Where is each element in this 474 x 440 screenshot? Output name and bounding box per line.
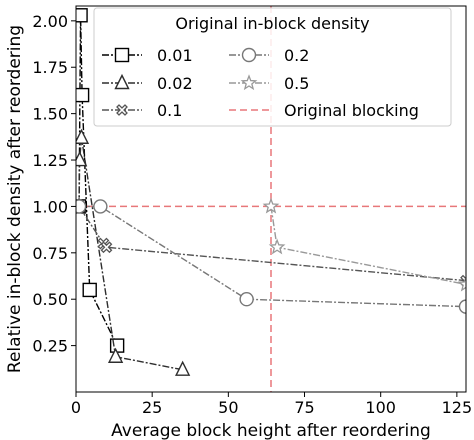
x-marker-shape [100,241,113,254]
triangle-marker [76,128,90,144]
triangle-marker [175,360,191,376]
x-tick-label: 0 [71,398,81,417]
square-marker [114,47,130,63]
star-marker [268,238,286,255]
series-line [78,137,183,371]
circle-marker [76,199,87,214]
legend-item-series: 0.01 [102,46,193,65]
legend-item-series: 0.02 [102,73,193,93]
x-tick-label: 25 [142,398,162,417]
series-line [270,206,466,286]
legend-label: Original blocking [284,101,419,120]
x-axis-ticks: 0 25 50 75 100 125 [71,392,472,417]
square-marker [76,87,90,103]
y-tick-label: 2.00 [32,12,68,31]
square-marker [76,8,88,23]
y-tick-label: 1.75 [32,58,68,77]
x-tick-label: 100 [365,398,396,417]
x-tick-label: 125 [442,398,473,417]
legend-item-reference: Original blocking [229,101,419,120]
series-0.5 [262,197,466,292]
legend-item-series: 0.5 [229,74,309,93]
x-marker [116,104,128,116]
y-tick-label: 1.50 [32,105,68,124]
y-tick-label: 0.75 [32,244,68,263]
legend-label: 0.1 [157,101,182,120]
legend-items: 0.01 0.02 0.1 0.2 0.5 Original blocking [102,46,419,120]
series-0.2 [76,199,466,314]
series-layer [76,8,466,376]
star-marker [457,275,466,292]
legend-box [93,7,452,127]
legend-label: 0.01 [157,46,193,65]
x-marker [100,241,113,254]
y-axis-ticks: 0.25 0.50 0.75 1.00 1.25 1.50 1.75 2.00 [32,12,76,356]
circle-marker [93,199,108,214]
series-0.02 [76,128,191,376]
y-tick-label: 1.25 [32,151,68,170]
plot-frame [75,5,467,393]
series-line [79,205,466,308]
legend: Original in-block density 0.01 0.02 0.1 0.2… [93,7,452,127]
x-axis-label: Average block height after reordering [111,421,431,440]
y-tick-label: 1.00 [32,197,68,216]
legend-item-series: 0.2 [229,46,309,65]
circle-marker [239,292,254,307]
x-tick-label: 75 [294,398,314,417]
y-axis-label: Relative in-block density after reorderi… [5,25,25,373]
star-marker [240,74,258,91]
x-marker-shape [116,104,128,116]
y-tick-label: 0.25 [32,337,68,356]
y-tick-label: 0.50 [32,290,68,309]
square-marker [82,282,97,298]
legend-label: 0.5 [284,74,309,93]
legend-title: Original in-block density [175,14,369,33]
triangle-marker [114,73,130,90]
legend-label: 0.2 [284,46,309,65]
series-line [78,206,466,282]
legend-item-series: 0.1 [102,101,182,120]
circle-marker [458,299,466,314]
legend-label: 0.02 [157,74,193,93]
triangle-marker [107,347,124,363]
x-tick-label: 50 [218,398,238,417]
circle-marker [241,47,257,63]
star-marker [262,197,280,214]
